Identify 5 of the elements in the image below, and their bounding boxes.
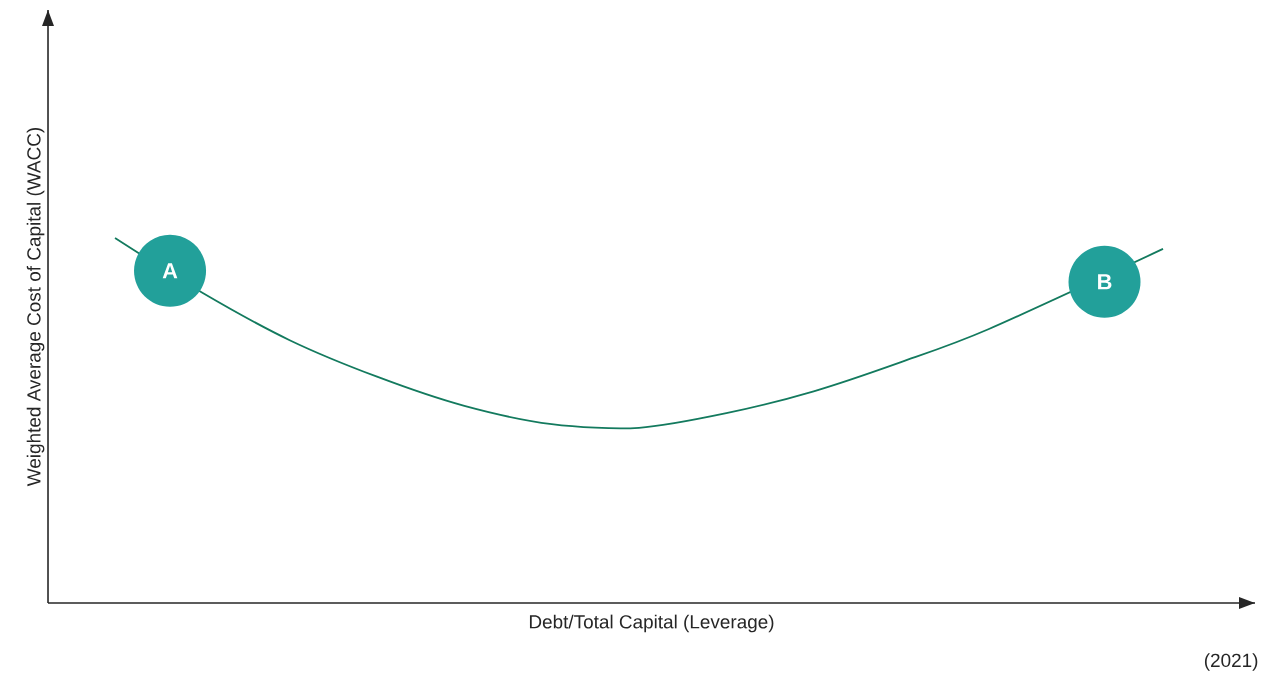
annotation: A bbox=[162, 263, 178, 279]
x-axis-title: Debt/Total Capital (Leverage) bbox=[529, 614, 774, 633]
annotation: B bbox=[1098, 274, 1112, 290]
y-axis-title: Weighted Average Cost of Capital (WACC) bbox=[26, 127, 45, 487]
text: (2021) bbox=[1204, 653, 1258, 671]
